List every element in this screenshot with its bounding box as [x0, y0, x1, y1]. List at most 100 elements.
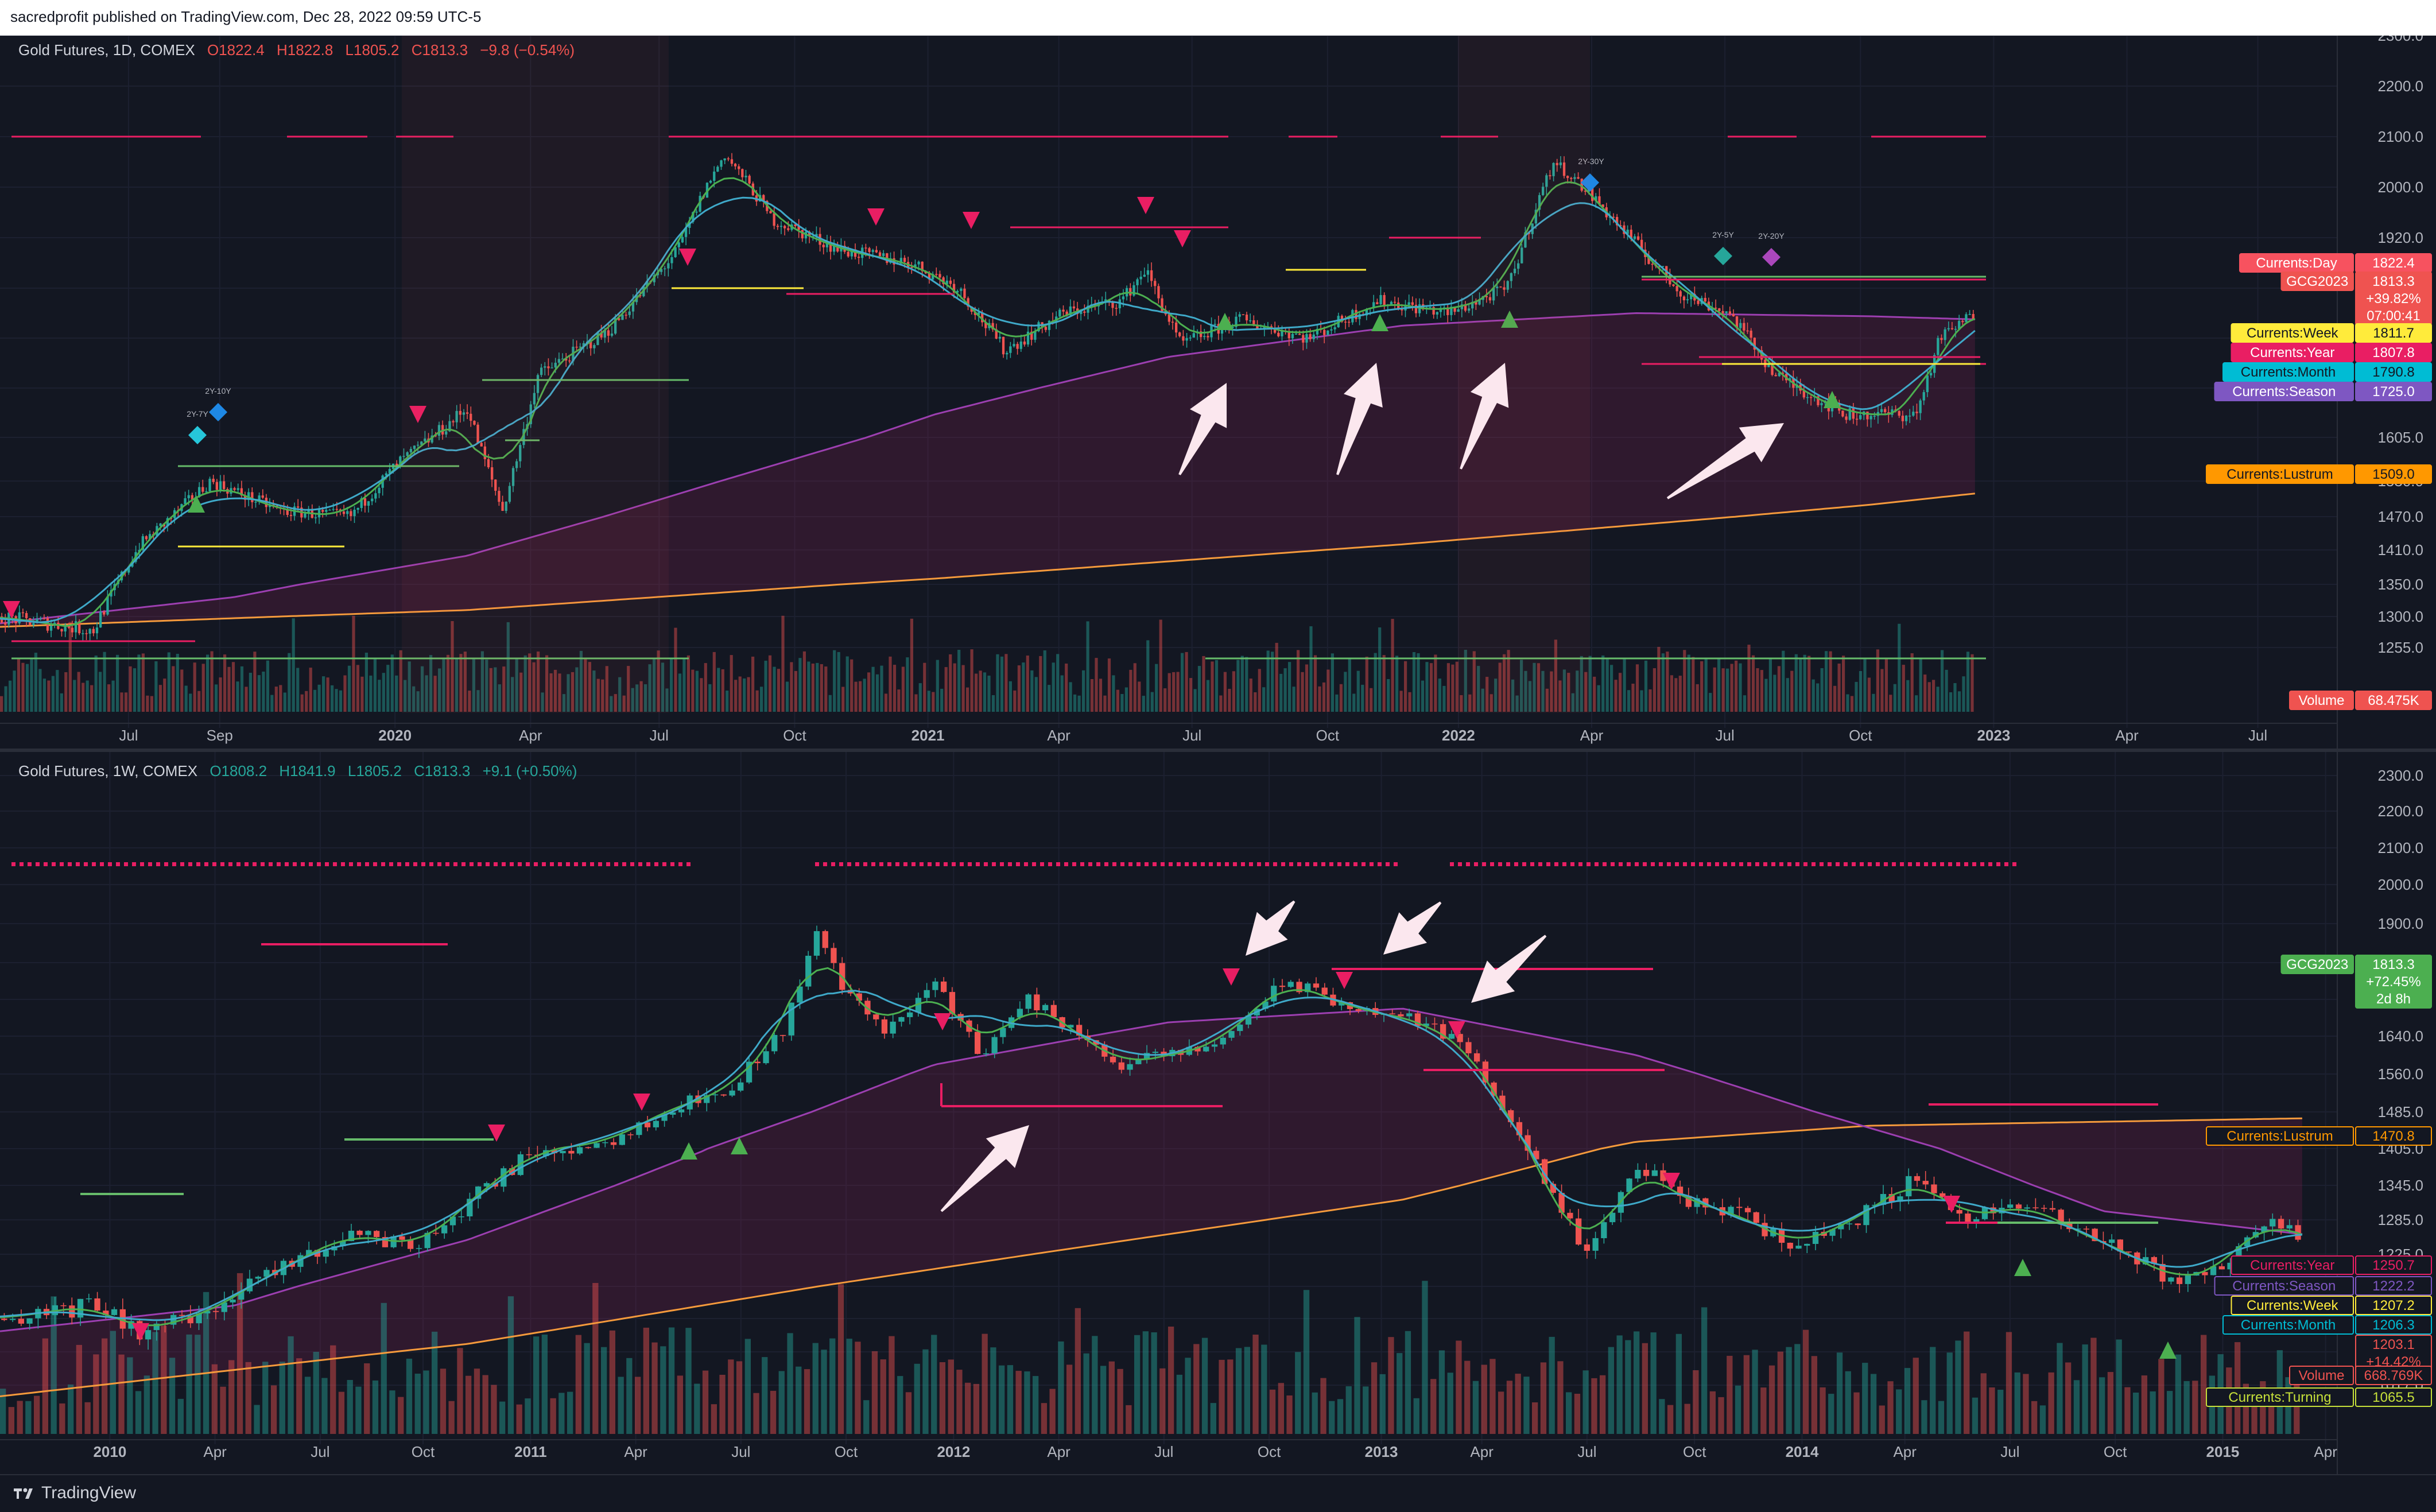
price-label-value: 668.769K [2364, 1368, 2423, 1383]
candle-body [1406, 1013, 1413, 1017]
volume-bar [355, 1386, 362, 1434]
volume-bar [129, 666, 132, 712]
daily-chart-pane[interactable]: 2300.02200.02100.02000.01920.01840.01760… [0, 36, 2436, 749]
candle-body [822, 931, 828, 948]
volume-bar [279, 685, 282, 712]
volume-bar [30, 658, 33, 712]
key-level-dot [646, 862, 650, 866]
price-label-name: GCG2023 [2286, 957, 2348, 972]
volume-bar [118, 1354, 125, 1434]
candle-body [1562, 162, 1566, 176]
volume-bar [1320, 1378, 1326, 1434]
price-label-name-box [2289, 1366, 2354, 1385]
key-level-dot [357, 862, 361, 866]
candle-body [1348, 321, 1351, 323]
volume-bar [1331, 653, 1334, 712]
volume-bar [1523, 1377, 1530, 1434]
candle-body [1567, 1212, 1573, 1219]
weekly-high: H1841.9 [279, 762, 336, 780]
daily-chart[interactable]: 2300.02200.02100.02000.01920.01840.01760… [0, 36, 2436, 749]
tradingview-logo[interactable]: TradingView [13, 1483, 136, 1503]
volume-bar [1862, 1363, 1868, 1434]
candle-body [738, 166, 740, 169]
candle-body [243, 495, 247, 500]
volume-bar [711, 1404, 717, 1434]
volume-bar [2023, 1374, 2029, 1434]
volume-bar [1335, 694, 1339, 712]
candle-body [1152, 1052, 1158, 1053]
candle-body [1926, 375, 1929, 393]
price-label-name-box [2214, 1276, 2354, 1296]
volume-bar [292, 618, 295, 712]
candle-body [1972, 314, 1975, 320]
volume-bar [901, 666, 905, 712]
price-label-value: 68.475K [2368, 693, 2419, 708]
volume-bar [1919, 657, 1922, 712]
candle-body [374, 1231, 380, 1237]
candle-body [783, 226, 786, 228]
key-level-dot [1812, 862, 1816, 866]
volume-bar [1133, 663, 1136, 712]
volume-bar [726, 691, 729, 712]
volume-bar [177, 1398, 184, 1434]
candle-body [1950, 328, 1954, 329]
candle-body [1884, 409, 1887, 412]
candle-body [1630, 230, 1632, 239]
candle-body [92, 629, 95, 634]
candle-body [470, 413, 472, 421]
volume-bar [1693, 1370, 1699, 1434]
annotation-arrow [1336, 363, 1383, 475]
candle-body [1411, 302, 1414, 305]
pane-background [0, 752, 2436, 1474]
key-level-dot [92, 862, 96, 866]
key-level-dot [1370, 862, 1374, 866]
candle-body [430, 435, 433, 443]
candle-body [600, 332, 603, 338]
key-level-dot [1562, 862, 1566, 866]
key-level-dot [1651, 862, 1655, 866]
volume-bar [601, 1347, 607, 1434]
key-level-dot [1755, 862, 1759, 866]
key-level-dot [1546, 862, 1550, 866]
weekly-chart[interactable]: 2300.02200.02100.02000.01900.01800.01720… [0, 752, 2436, 1474]
price-label-value: 1250.7 [2372, 1258, 2414, 1273]
key-level-dot [1353, 862, 1357, 866]
price-label-name: Currents:Week [2247, 1298, 2339, 1313]
candle-body [1767, 363, 1770, 367]
volume-bar [889, 656, 892, 712]
buy-signal-marker [1824, 391, 1841, 408]
candle-body [945, 280, 948, 284]
volume-bar [2124, 1387, 2131, 1434]
volume-bar [753, 1393, 759, 1434]
candle-body [1025, 994, 1031, 1009]
volume-bar [648, 664, 651, 712]
volume-bar [610, 696, 613, 712]
key-level-dot [1000, 862, 1004, 866]
volume-bar [197, 691, 201, 712]
key-level-dot [598, 862, 602, 866]
x-tick-label: 2023 [1977, 727, 2010, 744]
weekly-chart-pane[interactable]: 2300.02200.02100.02000.01900.01800.01720… [0, 752, 2436, 1474]
volume-bar [571, 672, 575, 712]
volume-bar [1811, 1356, 1817, 1434]
volume-bar [794, 670, 797, 712]
candle-body [1048, 320, 1051, 330]
volume-bar [778, 1371, 785, 1434]
volume-bar [2141, 1375, 2147, 1434]
pane-separator[interactable] [0, 749, 2436, 752]
volume-bar [17, 1401, 23, 1434]
candle-body [184, 498, 187, 505]
candle-body [1000, 1028, 1006, 1037]
candle-body [498, 491, 501, 502]
candle-body [744, 176, 747, 177]
annotation-arrow [1666, 423, 1784, 499]
volume-bar [414, 1374, 421, 1434]
candle-body [1841, 410, 1844, 417]
candle-body [238, 1291, 245, 1300]
candle-body [1746, 330, 1749, 332]
volume-bar [1644, 660, 1648, 712]
price-label-name-box [2222, 362, 2354, 382]
volume-bar [215, 684, 218, 712]
volume-bar [1825, 651, 1828, 712]
price-label-value: 1822.4 [2372, 255, 2414, 271]
